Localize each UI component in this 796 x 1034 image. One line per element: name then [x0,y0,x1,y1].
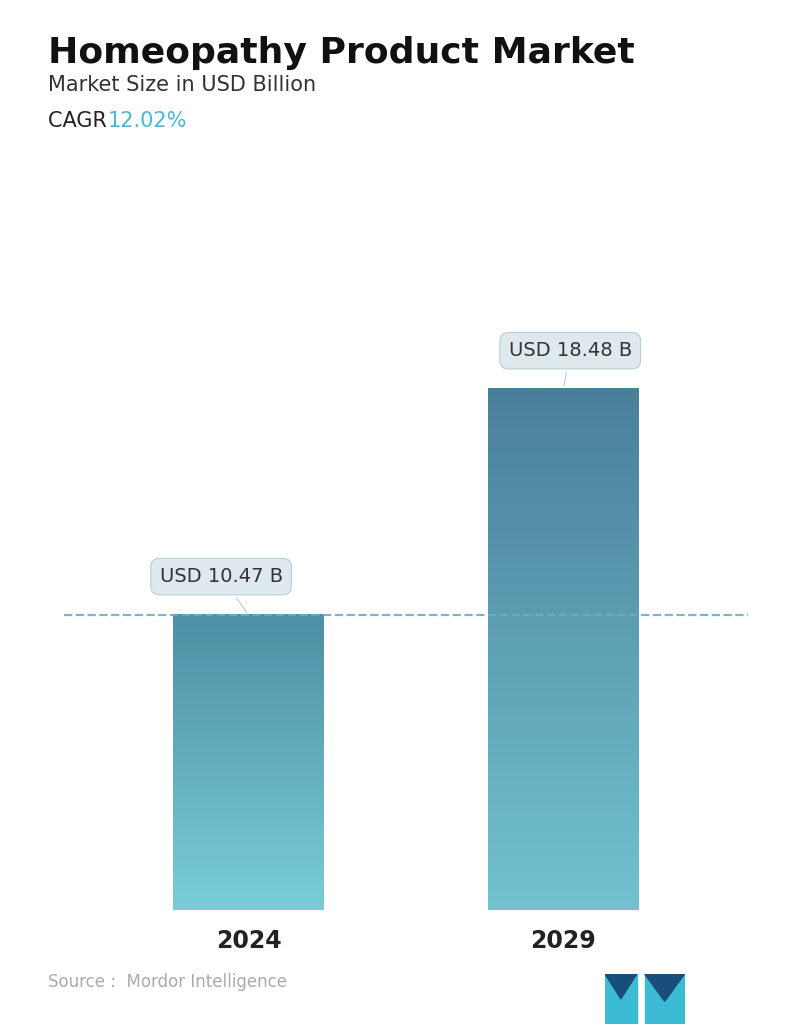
Text: 12.02%: 12.02% [107,111,187,130]
Text: USD 18.48 B: USD 18.48 B [509,341,632,386]
Polygon shape [645,974,685,1001]
Text: Source :  Mordor Intelligence: Source : Mordor Intelligence [48,973,287,991]
Text: Market Size in USD Billion: Market Size in USD Billion [48,75,316,95]
Text: Homeopathy Product Market: Homeopathy Product Market [48,36,634,70]
Text: CAGR: CAGR [48,111,120,130]
Polygon shape [645,974,685,1024]
Polygon shape [605,974,637,999]
Text: USD 10.47 B: USD 10.47 B [159,567,283,612]
Polygon shape [605,974,637,1024]
